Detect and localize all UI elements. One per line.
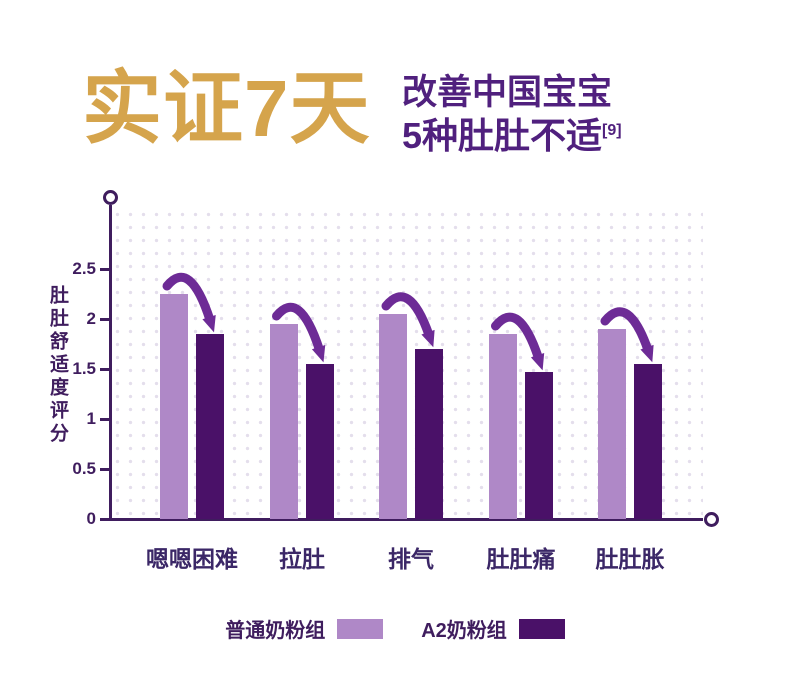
y-tick-label-2.5: 2.5 — [72, 259, 96, 278]
y-tick-label-0.5: 0.5 — [72, 459, 96, 478]
y-tick-mark-1 — [100, 418, 110, 421]
y-axis-end-circle — [103, 190, 118, 205]
bar-a2-formula-3 — [415, 349, 443, 519]
y-tick-label-2: 2 — [86, 309, 96, 328]
y-tick-mark-2 — [100, 318, 110, 321]
bar-a2-formula-4 — [525, 372, 553, 519]
legend: 普通奶粉组 A2奶粉组 — [0, 614, 790, 643]
category-label-5: 肚肚胀 — [595, 546, 665, 572]
y-tick-mark-1.5 — [100, 368, 110, 371]
category-label-4: 肚肚痛 — [486, 546, 556, 572]
y-axis-title: 肚肚舒适度评分 — [47, 285, 68, 446]
x-axis-line — [109, 518, 703, 521]
x-axis-end-circle — [704, 512, 719, 527]
category-label-1: 嗯嗯困难 — [146, 546, 238, 572]
plot-area — [111, 208, 703, 519]
legend-label-2: A2奶粉组 — [421, 620, 507, 642]
bar-regular-formula-3 — [379, 314, 407, 519]
bar-regular-formula-4 — [489, 334, 517, 519]
bar-a2-formula-2 — [306, 364, 334, 519]
y-tick-label-1.5: 1.5 — [72, 359, 96, 378]
y-axis-line — [109, 205, 112, 519]
subtitle-line1: 改善中国宝宝 — [402, 73, 613, 112]
bar-a2-formula-5 — [634, 364, 662, 519]
decrease-arrow-2 — [272, 302, 326, 363]
bar-a2-formula-1 — [196, 334, 224, 519]
y-tick-mark-2.5 — [100, 268, 110, 271]
y-tick-mark-0 — [100, 518, 110, 521]
subtitle-line2: 5种肚肚不适[9] — [402, 107, 622, 159]
citation-superscript: [9] — [602, 122, 622, 139]
y-tick-label-1: 1 — [86, 409, 96, 428]
decrease-arrow-4 — [491, 312, 545, 371]
legend-swatch-1 — [337, 618, 384, 639]
decrease-arrow-5 — [600, 307, 654, 363]
decrease-arrows — [162, 272, 654, 371]
subtitle-line2-text: 5种肚肚不适 — [402, 115, 603, 156]
category-label-2: 拉肚 — [279, 546, 325, 572]
main-title: 实证7天 — [82, 64, 371, 153]
bar-regular-formula-5 — [598, 329, 626, 519]
legend-label-1: 普通奶粉组 — [225, 620, 326, 642]
category-label-3: 排气 — [388, 546, 434, 572]
decrease-arrow-1 — [162, 272, 216, 333]
y-tick-mark-0.5 — [100, 468, 110, 471]
decrease-arrow-3 — [381, 292, 435, 348]
bar-regular-formula-1 — [160, 294, 188, 519]
legend-swatch-2 — [518, 618, 565, 639]
y-tick-label-0: 0 — [86, 509, 96, 528]
bar-regular-formula-2 — [270, 324, 298, 519]
